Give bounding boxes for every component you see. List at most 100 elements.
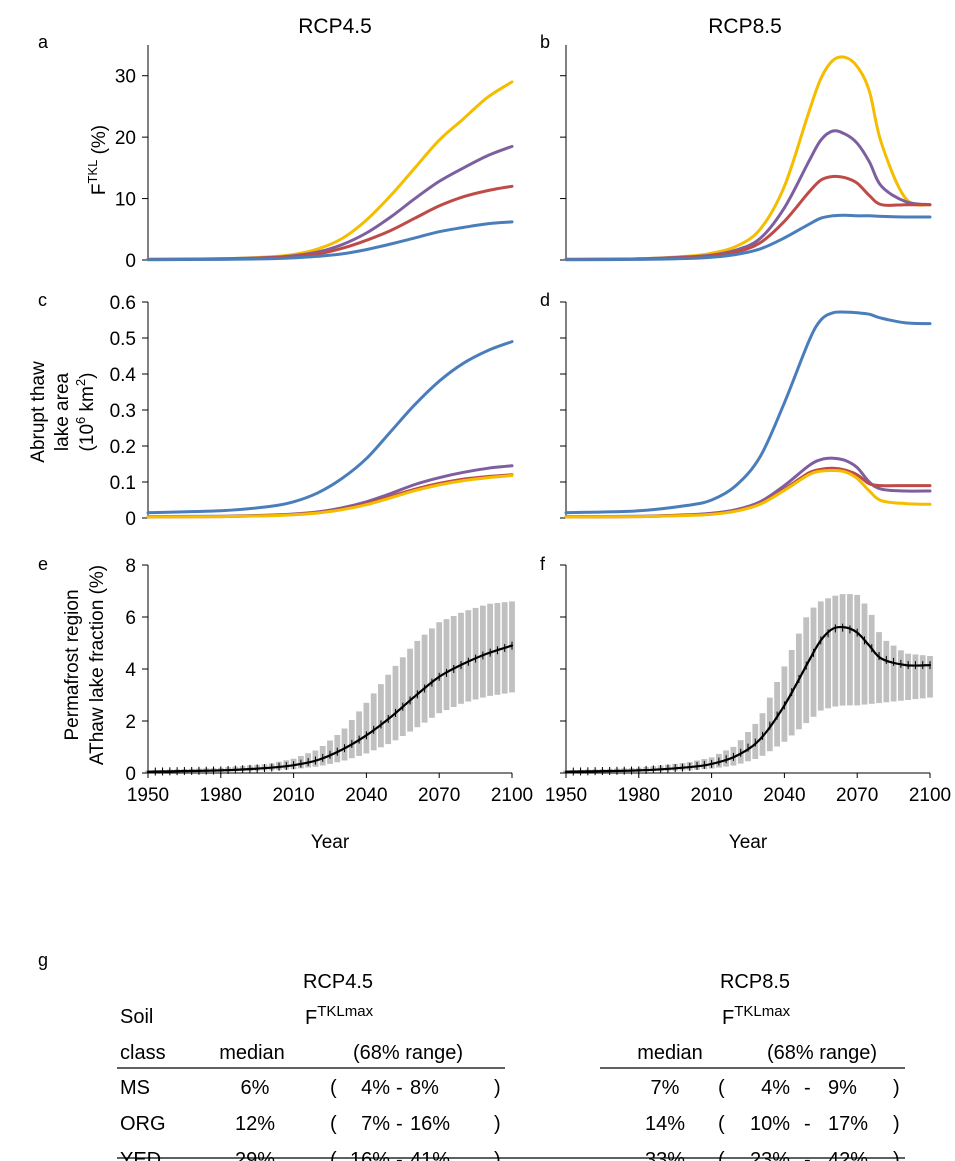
table-col-soil-1: Soil (120, 1006, 153, 1028)
range-bar (472, 607, 479, 700)
range-bar (919, 655, 926, 699)
table-high-rcp45: 8% (410, 1077, 439, 1099)
x-tick-label: 2070 (836, 785, 878, 806)
table-low-rcp45: 4% (361, 1077, 390, 1099)
chart-panel-b (560, 45, 932, 262)
y-tick-label: 8 (125, 556, 136, 577)
table-close-paren: ) (893, 1113, 900, 1135)
table-col-median-rcp45: median (219, 1042, 285, 1064)
table-high-rcp85: 17% (828, 1113, 868, 1135)
range-bar (832, 595, 839, 707)
table-row: YED 29%(16% -41%) 33%(23% -42%) (120, 1149, 900, 1161)
series-line-ms (564, 310, 932, 515)
table-high-rcp45: 41% (410, 1149, 450, 1161)
table-row-label: ORG (120, 1113, 166, 1135)
x-tick-label: 1950 (545, 785, 587, 806)
table-low-rcp85: 10% (750, 1113, 790, 1135)
series-line-yed (564, 468, 932, 519)
y-tick-label: 0.2 (110, 437, 136, 458)
table-header-rcp45: RCP4.5 (303, 971, 373, 993)
series-line-ms (564, 213, 932, 262)
range-bar (817, 601, 824, 711)
y-axis-title-permafrost-line2: AThaw lake fraction (%) (87, 565, 108, 765)
x-tick-label: 2040 (763, 785, 805, 806)
table-close-paren: ) (494, 1077, 501, 1099)
ensemble-error-ticks (147, 641, 513, 776)
table-col-range-rcp85: (68% range) (767, 1042, 877, 1064)
series-line-yed (146, 474, 514, 519)
range-bar (443, 619, 450, 711)
table-open-paren: ( (330, 1077, 337, 1099)
y-tick-label: 4 (125, 660, 136, 681)
table-dash: - (804, 1149, 811, 1161)
table-median-rcp45: 6% (241, 1077, 270, 1099)
range-bar (839, 594, 846, 706)
ensemble-error-ticks (565, 623, 931, 776)
y-tick-label: 0 (125, 251, 136, 272)
x-tick-label: 1980 (200, 785, 242, 806)
y-tick-label: 0.4 (110, 365, 137, 386)
chart-panel-e: 0 2 4 6 8 1950 1980 2010 2040 2070 2100 (125, 556, 533, 806)
table-open-paren: ( (718, 1149, 725, 1161)
panel-letter-d: d (540, 290, 550, 310)
chart-panel-d (560, 301, 932, 519)
chart-panels: 0 10 20 30 0 0.1 0.2 0.3 0.4 0.5 0.6 0 2 4 6 8 1950 1980 2… (110, 45, 951, 806)
range-bar (861, 603, 868, 705)
table-close-paren: ) (494, 1113, 501, 1135)
range-bar (414, 640, 421, 728)
y-tick-label: 2 (125, 712, 136, 733)
x-tick-label: 2040 (345, 785, 387, 806)
range-bar (868, 614, 875, 704)
range-bar (465, 610, 472, 702)
panel-letter-c: c (38, 290, 47, 310)
range-bar (854, 594, 861, 706)
table-high-rcp85: 42% (828, 1149, 868, 1161)
series-line-yed (564, 55, 932, 261)
panel-letter-e: e (38, 554, 48, 574)
range-bar (370, 693, 377, 751)
column-title-rcp85: RCP8.5 (708, 15, 782, 38)
table-open-paren: ( (330, 1113, 337, 1135)
range-bar (883, 640, 890, 703)
range-bar (392, 665, 399, 741)
range-bar (876, 632, 882, 704)
y-tick-label: 0 (125, 764, 136, 785)
panel-letter-b: b (540, 32, 550, 52)
x-tick-label: 2100 (491, 785, 533, 806)
table-dash: - (804, 1113, 811, 1135)
table-metric-rcp45: FTKLmax (305, 1003, 374, 1029)
table-high-rcp45: 16% (410, 1113, 450, 1135)
y-tick-label: 6 (125, 608, 136, 629)
chart-panel-a: 0 10 20 30 (115, 45, 514, 272)
range-bar (450, 616, 457, 707)
series-line-org (564, 174, 932, 261)
summary-table: g RCP4.5 RCP8.5 Soil FTKLmax FTKLmax cla… (38, 950, 905, 1161)
series-line-r-tkl (146, 144, 514, 261)
column-title-rcp45: RCP4.5 (298, 15, 372, 38)
table-low-rcp45: 7% (361, 1113, 390, 1135)
y-axis-title-area-line2: lake area (52, 372, 73, 451)
x-tick-label: 2070 (418, 785, 460, 806)
range-bar (436, 622, 443, 714)
table-rows: MS 6%(4% -8%) 7%(4% -9%)ORG 12%(7% -16%) 14%(10… (120, 1077, 900, 1161)
x-tick-label: 1950 (127, 785, 169, 806)
range-bar (421, 634, 428, 723)
table-open-paren: ( (718, 1077, 725, 1099)
range-bar (407, 648, 413, 732)
table-low-rcp85: 4% (761, 1077, 790, 1099)
table-low-rcp45: 16% (350, 1149, 390, 1161)
range-bar (905, 653, 911, 700)
table-metric-rcp85: FTKLmax (722, 1003, 791, 1029)
table-row-label: YED (120, 1149, 161, 1161)
chart-panel-c: 0 0.1 0.2 0.3 0.4 0.5 0.6 (110, 293, 514, 530)
table-median-rcp85: 33% (645, 1149, 685, 1161)
x-axis-title-left: Year (311, 832, 350, 853)
y-axis-title-area-line3: (106 km2) (73, 373, 98, 452)
y-tick-label: 0.5 (110, 329, 136, 350)
range-bar (399, 657, 406, 736)
series-line-ms (146, 220, 514, 262)
chart-panel-f: 1950 1980 2010 2040 2070 2100 (545, 564, 951, 806)
y-axis-title-fraction: FTKL (%) (85, 125, 110, 195)
series-line-ms (146, 340, 514, 515)
